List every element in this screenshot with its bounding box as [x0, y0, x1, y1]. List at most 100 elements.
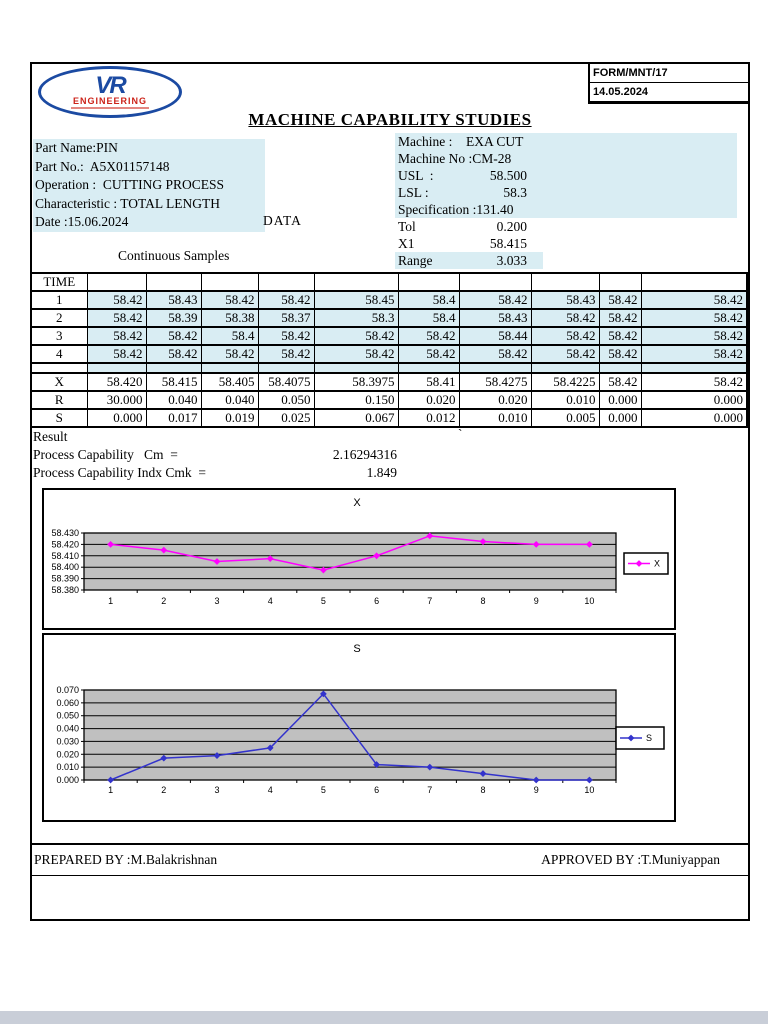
page-title: MACHINE CAPABILITY STUDIES [248, 110, 532, 129]
logo-company-name: ENGINEERING [72, 95, 147, 106]
table-cell: 0.019 [200, 408, 259, 428]
table-cell: 58.405 [200, 372, 259, 392]
samples-table: TIME 1 58.42 58.43 58.42 58.42 58.45 58.4 58.42 5… [30, 272, 748, 428]
data-point-marker [107, 541, 114, 548]
form-number-box: FORM/MNT/17 14.05.2024 [588, 64, 748, 104]
table-cell: 0.012 [397, 408, 460, 428]
table-cell [458, 362, 532, 374]
machine-info-row: Machine No :CM-28 [395, 150, 737, 167]
y-tick-label: 0.020 [56, 749, 79, 759]
table-cell: 58.38 [200, 308, 259, 328]
table-cell [530, 272, 600, 292]
x-tick-label: 5 [321, 596, 326, 606]
result-row-cmk: Process Capability Indx Cmk = 1.849 [33, 465, 453, 481]
logo-tagline-line [71, 106, 149, 109]
data-point-marker [532, 541, 540, 548]
table-cell: 58.42 [640, 290, 748, 310]
legend-marker [635, 560, 643, 567]
table-cell: 58.420 [86, 372, 147, 392]
part-info-row: Operation : CUTTING PROCESS [35, 177, 224, 193]
plot-area [83, 689, 617, 781]
x-tick-label: 10 [584, 785, 594, 795]
y-tick-label: 58.410 [51, 551, 79, 561]
table-cell: 58.4 [397, 290, 460, 310]
x-tick-label: 5 [321, 785, 326, 795]
y-tick-label: 58.430 [51, 528, 79, 538]
table-cell [598, 272, 642, 292]
table-cell: 58.42 [257, 326, 315, 346]
sample-row: 4 58.42 58.42 58.42 58.42 58.42 58.42 58.42 58.4… [30, 344, 748, 364]
table-cell: 58.42 [458, 290, 532, 310]
cmk-label: Process Capability Indx Cmk = [33, 465, 206, 480]
table-cell: 0.040 [145, 390, 202, 410]
table-cell: 58.41 [397, 372, 460, 392]
x-tick-label: 9 [534, 785, 539, 795]
y-tick-label: 0.040 [56, 724, 79, 734]
table-cell: 58.4275 [458, 372, 532, 392]
table-cell [257, 272, 315, 292]
part-info-row: Part No.: A5X01157148 [35, 158, 170, 174]
y-tick-label: 58.420 [51, 539, 79, 549]
data-point-marker [213, 558, 221, 565]
y-tick-label: 0.050 [56, 711, 79, 721]
table-cell: 58.42 [86, 308, 147, 328]
table-cell: 58.42 [86, 290, 147, 310]
x-tick-label: 10 [584, 596, 594, 606]
x-tick-label: 1 [108, 785, 113, 795]
x-tick-label: 4 [268, 785, 273, 795]
blank-row [30, 362, 748, 374]
table-cell: 58.42 [598, 372, 642, 392]
row-label: X [30, 372, 88, 392]
row-label: S [30, 408, 88, 428]
data-point-marker [426, 763, 434, 771]
machine-info-value: EXA CUT [466, 134, 524, 149]
form-date: 14.05.2024 [590, 83, 748, 103]
machine-info-value: 58.500 [489, 168, 527, 183]
x-tick-label: 1 [108, 596, 113, 606]
row-label: R [30, 390, 88, 410]
stray-mark: ` [458, 426, 463, 441]
series-line [110, 692, 590, 781]
machine-info-row: Range 3.033 [395, 252, 737, 269]
machine-info-row: USL : 58.500 [395, 167, 737, 184]
table-cell: 58.42 [257, 290, 315, 310]
table-cell: 0.000 [640, 390, 748, 410]
table-cell: 0.000 [598, 408, 642, 428]
machine-info-value: CM-28 [472, 151, 512, 166]
s-chart: S 0.000 0.010 0.020 0.030 0.040 0.050 0.060 0.07… [56, 643, 665, 795]
table-cell [640, 272, 748, 292]
continuous-samples-label: Continuous Samples [118, 248, 230, 263]
table-cell: 0.020 [458, 390, 532, 410]
x-chart-box: X 58.380 58.390 58.400 58.410 58.420 58.430 1 2 3… [42, 488, 676, 630]
machine-info-label: USL : [398, 168, 434, 183]
table-cell: 0.020 [397, 390, 460, 410]
plot-area [83, 532, 617, 591]
table-cell: 58.42 [397, 326, 460, 346]
result-row-cm: Process Capability Cm = 2.16294316 [33, 447, 453, 463]
data-point-marker [160, 546, 168, 554]
approved-by: APPROVED BY :T.Muniyappan [541, 852, 720, 867]
table-cell [200, 272, 259, 292]
table-cell [145, 362, 202, 374]
machine-info-row: LSL : 58.3 [395, 184, 737, 201]
table-cell: 0.067 [313, 408, 399, 428]
x-tick-label: 7 [427, 596, 432, 606]
table-cell: 58.42 [200, 344, 259, 364]
table-cell: 58.42 [257, 344, 315, 364]
table-cell: 0.005 [530, 408, 600, 428]
data-point-marker [532, 776, 540, 784]
cm-value: 2.16294316 [332, 447, 397, 462]
table-cell: 58.42 [145, 326, 202, 346]
s-chart-box: S 0.000 0.010 0.020 0.030 0.040 0.050 0.060 0.07… [42, 633, 676, 822]
table-cell [598, 362, 642, 374]
legend-label: X [654, 559, 660, 569]
data-point-marker [213, 752, 221, 759]
row-label: TIME [30, 272, 88, 292]
cmk-value: 1.849 [366, 465, 397, 480]
table-cell: 30.000 [86, 390, 147, 410]
table-cell: 58.4 [200, 326, 259, 346]
table-cell: 58.42 [640, 308, 748, 328]
part-info-row: Part Name:PIN [35, 140, 118, 155]
table-cell [257, 362, 315, 374]
legend-marker [627, 734, 635, 742]
